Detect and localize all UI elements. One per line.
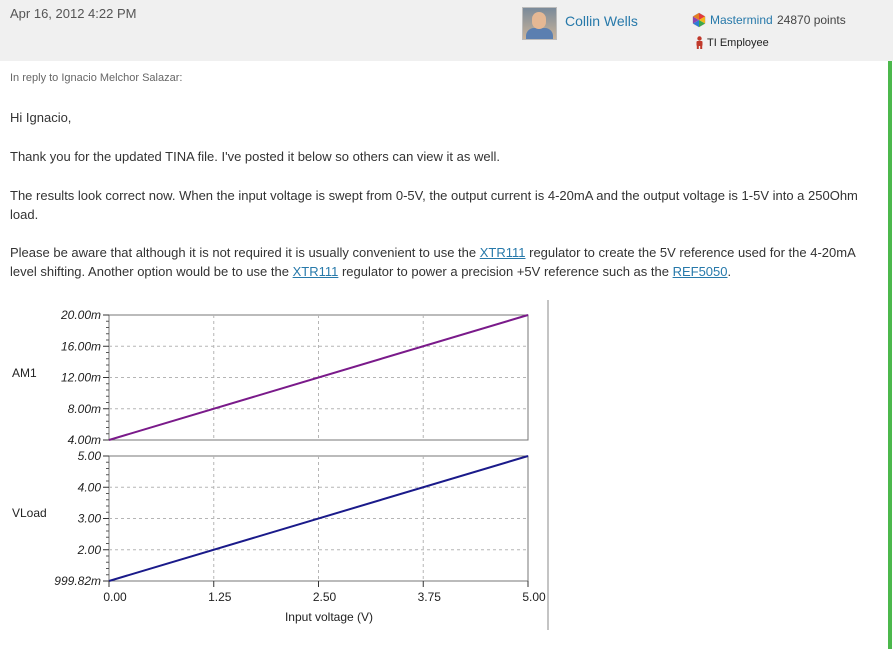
post-accent-border xyxy=(888,61,892,649)
ti-employee-icon xyxy=(696,36,703,49)
x-tick-label: 5.00 xyxy=(522,590,546,604)
greeting-paragraph: Hi Ignacio, xyxy=(10,110,72,125)
x-tick-label: 3.75 xyxy=(418,590,442,604)
x-tick-label: 0.00 xyxy=(103,590,127,604)
am1-ytick-label: 12.00m xyxy=(61,371,101,385)
avatar-shirt xyxy=(526,28,553,39)
rank-points: 24870 points xyxy=(777,13,846,27)
author-name-link[interactable]: Collin Wells xyxy=(565,13,638,29)
ref5050-link[interactable]: REF5050 xyxy=(672,264,728,279)
vload-ytick-label: 2.00 xyxy=(77,543,102,557)
avatar-face xyxy=(532,12,546,29)
note-text-1: Please be aware that although it is not … xyxy=(10,245,480,260)
post-date: Apr 16, 2012 4:22 PM xyxy=(10,6,137,21)
x-axis-label: Input voltage (V) xyxy=(285,610,373,624)
mastermind-rank-icon xyxy=(692,12,706,28)
reply-to-line: In reply to Ignacio Melchor Salazar: xyxy=(10,72,183,84)
xtr111-link-2[interactable]: XTR111 xyxy=(292,264,339,279)
vload-ytick-label: 3.00 xyxy=(78,512,102,526)
results-paragraph: The results look correct now. When the i… xyxy=(10,188,858,222)
am1-ytick-label: 4.00m xyxy=(68,433,101,447)
post-header: Apr 16, 2012 4:22 PM Collin Wells Master… xyxy=(0,0,893,61)
am1-series-line xyxy=(108,314,529,441)
note-text-end: . xyxy=(727,264,732,279)
note-text-2: regulator to create the 5V reference use… xyxy=(10,245,856,279)
am1-ytick-label: 16.00m xyxy=(61,339,101,353)
thanks-paragraph: Thank you for the updated TINA file. I'v… xyxy=(10,149,501,164)
x-tick-label: 1.25 xyxy=(208,590,232,604)
rank-name-link[interactable]: Mastermind xyxy=(710,13,773,27)
vload-ytick-label: 5.00 xyxy=(78,449,102,463)
ti-employee-label: TI Employee xyxy=(707,37,769,49)
am1-ytick-label: 20.00m xyxy=(60,308,101,322)
xtr111-link-1[interactable]: XTR111 xyxy=(479,245,526,260)
vload-ytick-label: 999.82m xyxy=(54,574,101,588)
am1-ytick-label: 8.00m xyxy=(68,402,101,416)
vload-ylabel: VLoad xyxy=(12,506,47,520)
author-avatar[interactable] xyxy=(522,7,557,40)
vload-ytick-label: 4.00 xyxy=(78,480,102,494)
note-paragraph: Please be aware that although it is not … xyxy=(10,243,885,281)
tina-simulation-chart: 4.00m 8.00m 12.00m 16.00m 20.00m AM1 999.82m 2.… xyxy=(12,300,549,630)
vload-series-line xyxy=(108,455,529,582)
x-tick-label: 2.50 xyxy=(313,590,337,604)
am1-ylabel: AM1 xyxy=(12,366,37,380)
note-text-3: regulator to power a precision +5V refer… xyxy=(338,264,673,279)
